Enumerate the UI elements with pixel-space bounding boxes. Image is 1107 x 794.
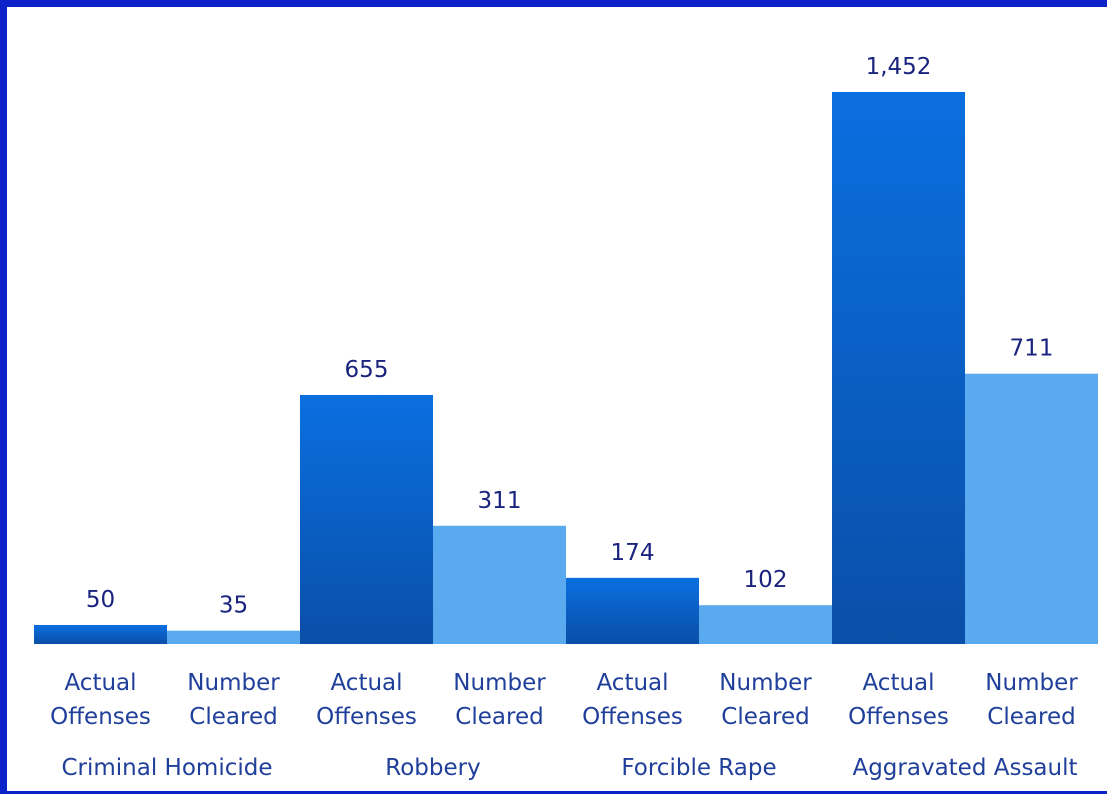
value-label-criminal-homicide-actual-offenses: 50 bbox=[86, 587, 115, 613]
category-label-forcible-rape-actual-offenses-line1: Actual bbox=[596, 670, 668, 696]
category-label-aggravated-assault-actual-offenses-line1: Actual bbox=[862, 670, 934, 696]
category-label-robbery-actual-offenses-line2: Offenses bbox=[316, 704, 417, 730]
value-label-aggravated-assault-number-cleared: 711 bbox=[1010, 336, 1054, 362]
bar-forcible-rape-number-cleared bbox=[699, 605, 832, 644]
value-label-aggravated-assault-actual-offenses: 1,452 bbox=[866, 54, 932, 80]
bar-forcible-rape-actual-offenses bbox=[566, 577, 699, 644]
bar-robbery-actual-offenses bbox=[300, 394, 433, 644]
bar-criminal-homicide-number-cleared bbox=[167, 630, 300, 644]
category-label-forcible-rape-actual-offenses-line2: Offenses bbox=[582, 704, 683, 730]
value-label-forcible-rape-number-cleared: 102 bbox=[744, 567, 788, 593]
category-label-forcible-rape-number-cleared-line1: Number bbox=[719, 670, 812, 696]
group-label-aggravated-assault: Aggravated Assault bbox=[852, 755, 1077, 781]
group-label-robbery: Robbery bbox=[385, 755, 480, 781]
category-label-criminal-homicide-number-cleared-line1: Number bbox=[187, 670, 280, 696]
category-label-robbery-actual-offenses-line1: Actual bbox=[330, 670, 402, 696]
group-label-forcible-rape: Forcible Rape bbox=[621, 755, 776, 781]
category-label-aggravated-assault-actual-offenses-line2: Offenses bbox=[848, 704, 949, 730]
category-label-aggravated-assault-number-cleared-line2: Cleared bbox=[987, 704, 1075, 730]
bar-aggravated-assault-number-cleared bbox=[965, 373, 1098, 644]
group-label-criminal-homicide: Criminal Homicide bbox=[61, 755, 272, 781]
value-label-robbery-actual-offenses: 655 bbox=[345, 357, 389, 383]
category-label-criminal-homicide-number-cleared-line2: Cleared bbox=[189, 704, 277, 730]
value-label-forcible-rape-actual-offenses: 174 bbox=[611, 540, 655, 566]
value-label-criminal-homicide-number-cleared: 35 bbox=[219, 593, 248, 619]
category-label-forcible-rape-number-cleared-line2: Cleared bbox=[721, 704, 809, 730]
category-label-robbery-number-cleared-line1: Number bbox=[453, 670, 546, 696]
category-label-aggravated-assault-number-cleared-line1: Number bbox=[985, 670, 1078, 696]
value-label-robbery-number-cleared: 311 bbox=[478, 488, 522, 514]
labels-layer: 50 Actual Offenses 35 Number Cleared Criminal … bbox=[50, 54, 1078, 781]
category-label-criminal-homicide-actual-offenses-line1: Actual bbox=[64, 670, 136, 696]
category-label-robbery-number-cleared-line2: Cleared bbox=[455, 704, 543, 730]
bars-layer bbox=[34, 92, 1098, 644]
bar-criminal-homicide-actual-offenses bbox=[34, 624, 167, 644]
category-label-criminal-homicide-actual-offenses-line2: Offenses bbox=[50, 704, 151, 730]
bar-aggravated-assault-actual-offenses bbox=[832, 92, 965, 644]
bar-robbery-number-cleared bbox=[433, 525, 566, 644]
